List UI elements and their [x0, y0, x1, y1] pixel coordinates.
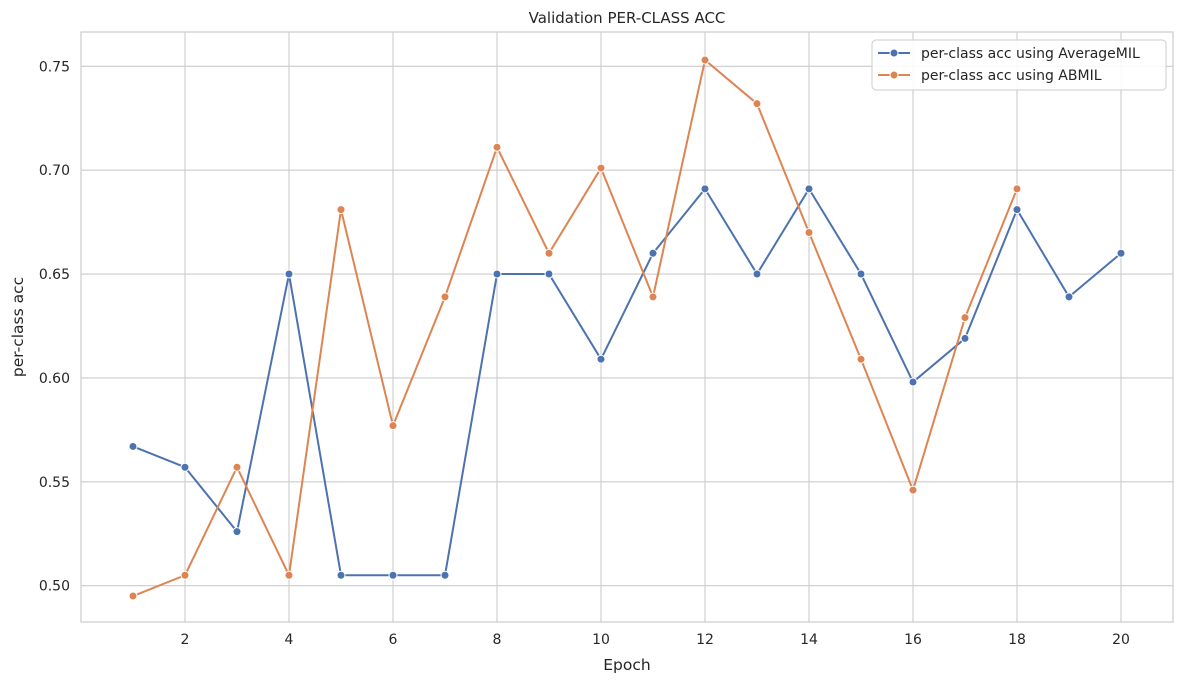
- legend-box: [871, 39, 1167, 91]
- data-point: [440, 292, 450, 302]
- data-point: [1116, 248, 1126, 258]
- data-point: [856, 354, 866, 364]
- data-point: [804, 227, 814, 237]
- data-point: [544, 248, 554, 258]
- data-point: [440, 570, 450, 580]
- chart-title: Validation PER-CLASS ACC: [529, 9, 726, 27]
- data-point: [648, 248, 658, 258]
- data-point: [492, 269, 502, 279]
- x-tick-label: 18: [1008, 632, 1026, 648]
- data-point: [596, 354, 606, 364]
- data-point: [336, 205, 346, 215]
- series-line: [132, 59, 1018, 597]
- data-point: [180, 570, 190, 580]
- data-point: [544, 269, 554, 279]
- y-tick-label: 0.70: [39, 163, 70, 179]
- legend-label: per-class acc using AverageMIL: [921, 46, 1140, 62]
- y-tick-label: 0.60: [39, 371, 70, 387]
- legend-marker: [889, 48, 899, 58]
- series-2: [128, 55, 1022, 601]
- y-tick-label: 0.65: [39, 267, 70, 283]
- data-point: [596, 163, 606, 173]
- data-point: [492, 142, 502, 152]
- data-point: [1012, 205, 1022, 215]
- data-point: [232, 462, 242, 472]
- data-point: [960, 333, 970, 343]
- data-point: [336, 570, 346, 580]
- data-point: [284, 269, 294, 279]
- legend: per-class acc using AverageMIL per-class …: [871, 39, 1167, 91]
- data-point: [908, 485, 918, 495]
- x-tick-label: 20: [1112, 632, 1130, 648]
- data-point: [908, 377, 918, 387]
- data-point: [128, 591, 138, 601]
- data-point: [388, 421, 398, 431]
- x-axis-label: Epoch: [603, 656, 650, 674]
- data-point: [388, 570, 398, 580]
- data-point: [284, 570, 294, 580]
- series-layer: [128, 55, 1126, 601]
- data-point: [752, 99, 762, 109]
- x-tick-label: 10: [592, 632, 610, 648]
- x-tick-label: 12: [696, 632, 714, 648]
- data-point: [232, 527, 242, 537]
- x-tick-label: 8: [493, 632, 502, 648]
- data-point: [856, 269, 866, 279]
- tick-label-layer: 2 4 6 8 10 12 14 16 18 20 0.50 0.55 0.60 0.65 0.70 0.75: [39, 59, 1130, 648]
- data-point: [128, 441, 138, 451]
- data-point: [700, 55, 710, 65]
- data-point: [180, 462, 190, 472]
- x-tick-label: 4: [285, 632, 294, 648]
- legend-label: per-class acc using ABMIL: [921, 68, 1102, 84]
- y-tick-label: 0.50: [39, 579, 70, 595]
- data-point: [700, 184, 710, 194]
- x-tick-label: 6: [389, 632, 398, 648]
- data-point: [960, 313, 970, 323]
- y-axis-label: per-class acc: [9, 277, 27, 377]
- y-tick-label: 0.55: [39, 475, 70, 491]
- data-point: [1064, 292, 1074, 302]
- data-point: [1012, 184, 1022, 194]
- data-point: [648, 292, 658, 302]
- x-tick-label: 2: [181, 632, 190, 648]
- x-tick-label: 14: [800, 632, 818, 648]
- y-tick-label: 0.75: [39, 59, 70, 75]
- plot-frame: [80, 31, 1174, 623]
- data-point: [804, 184, 814, 194]
- x-tick-label: 16: [904, 632, 922, 648]
- legend-marker: [889, 70, 899, 80]
- data-point: [752, 269, 762, 279]
